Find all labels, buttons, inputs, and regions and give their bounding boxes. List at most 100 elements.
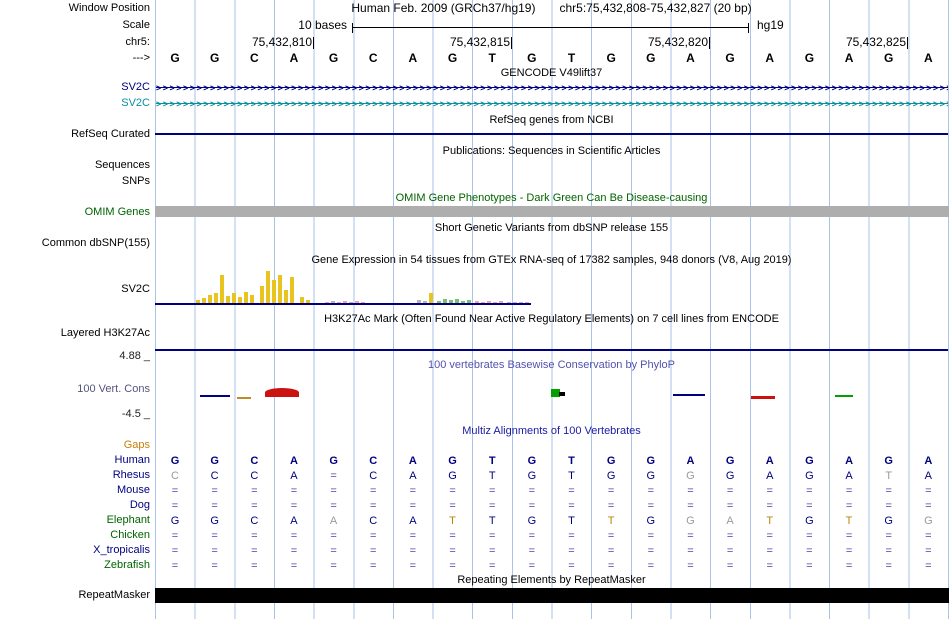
track-label-sequences[interactable]: Sequences: [94, 159, 150, 171]
gtex-bar[interactable]: [214, 293, 218, 305]
gtex-bar[interactable]: [443, 299, 447, 305]
align-cell-rhesus: G: [527, 470, 537, 482]
gtex-bar[interactable]: [208, 295, 212, 305]
reference-base: A: [686, 51, 695, 65]
phylop-mark[interactable]: [673, 394, 705, 396]
genome-assembly-tag: hg19: [757, 18, 784, 32]
align-row-label-mouse[interactable]: Mouse: [116, 484, 150, 496]
refseq-gene-bar[interactable]: [155, 133, 948, 135]
gtex-bar[interactable]: [429, 293, 433, 305]
align-cell-rhesus: C: [369, 470, 378, 482]
track-label-sv2c-2[interactable]: SV2C: [121, 97, 150, 109]
gtex-bar[interactable]: [306, 300, 310, 305]
phylop-mark[interactable]: [551, 389, 560, 397]
align-row-label-elephant[interactable]: Elephant: [106, 514, 150, 526]
gtex-bar[interactable]: [266, 271, 270, 305]
gtex-bar[interactable]: [226, 296, 230, 305]
gtex-baseline: [155, 303, 531, 305]
align-cell-human: G: [725, 455, 735, 467]
gtex-bar[interactable]: [455, 299, 459, 305]
align-cell-dog: =: [449, 500, 456, 512]
gtex-bar[interactable]: [232, 293, 236, 305]
align-cell-mouse: =: [330, 485, 337, 497]
gtex-bar[interactable]: [202, 298, 206, 305]
align-cell-elephant: G: [805, 515, 814, 527]
align-cell-chicken: =: [687, 530, 694, 542]
align-cell-rhesus: C: [250, 470, 259, 482]
align-row-label-rhesus[interactable]: Rhesus: [112, 469, 150, 481]
align-cell-mouse: =: [806, 485, 813, 497]
align-cell-mouse: =: [449, 485, 456, 497]
track-label-repeatmasker[interactable]: RepeatMasker: [78, 589, 150, 601]
align-row-label-zebrafish[interactable]: Zebrafish: [104, 559, 150, 571]
track-label-gtex-sv2c[interactable]: SV2C: [121, 283, 150, 295]
align-cell-human: G: [170, 455, 180, 467]
align-cell-dog: =: [607, 500, 615, 512]
align-cell-zebrafish: =: [568, 560, 575, 572]
align-row-label-xtropicalis[interactable]: X_tropicalis: [93, 544, 150, 556]
gtex-bar[interactable]: [290, 277, 294, 305]
align-cell-x_tropicalis: =: [607, 545, 615, 557]
gtex-bar[interactable]: [300, 297, 304, 305]
align-cell-dog: =: [330, 500, 337, 512]
align-cell-rhesus: T: [568, 470, 575, 482]
phylop-mark[interactable]: [751, 396, 775, 399]
phylop-mark[interactable]: [835, 395, 853, 397]
phylop-mark[interactable]: [237, 397, 251, 399]
align-cell-human: G: [646, 455, 656, 467]
align-cell-zebrafish: =: [488, 560, 496, 572]
track-label-phylop[interactable]: 100 Vert. Cons: [77, 383, 150, 395]
sv2c-transcript-2[interactable]: >>>>>>>>>>>>>>>>>>>>>>>>>>>>>>>>>>>>>>>>…: [156, 98, 948, 110]
gtex-bar[interactable]: [467, 300, 471, 305]
align-cell-x_tropicalis: =: [171, 545, 179, 557]
track-label-refseq[interactable]: RefSeq Curated: [71, 128, 150, 140]
scale-ruler: [352, 23, 749, 33]
reference-base: A: [924, 51, 933, 65]
gtex-bar[interactable]: [238, 297, 242, 305]
gtex-bar[interactable]: [220, 275, 224, 305]
gtex-bar[interactable]: [250, 295, 254, 305]
align-cell-elephant: T: [845, 515, 853, 527]
repeatmasker-element-bar[interactable]: [155, 588, 949, 603]
gtex-bar[interactable]: [449, 300, 453, 305]
align-cell-chicken: =: [370, 530, 377, 542]
gencode-track-title: GENCODE V49lift37: [500, 67, 603, 79]
omim-genes-bar[interactable]: [155, 206, 949, 217]
align-cell-human: G: [527, 455, 537, 467]
align-row-label-chicken[interactable]: Chicken: [110, 529, 150, 541]
phylop-mark[interactable]: [265, 388, 299, 397]
h3k27ac-baseline[interactable]: [155, 349, 948, 351]
align-cell-zebrafish: =: [528, 560, 536, 572]
phylop-mark[interactable]: [559, 392, 565, 396]
align-cell-elephant: G: [210, 515, 219, 527]
align-cell-human: A: [686, 455, 695, 467]
align-cell-mouse: =: [925, 485, 932, 497]
align-cell-x_tropicalis: =: [845, 545, 853, 557]
track-label-sv2c-1[interactable]: SV2C: [121, 81, 150, 93]
gtex-bar[interactable]: [260, 286, 264, 305]
align-cell-rhesus: A: [409, 470, 417, 482]
gtex-bar[interactable]: [244, 292, 248, 305]
track-label-dbsnp[interactable]: Common dbSNP(155): [41, 237, 150, 249]
gtex-bar[interactable]: [272, 280, 276, 305]
align-row-label-dog[interactable]: Dog: [129, 499, 150, 511]
gtex-bar[interactable]: [417, 300, 421, 305]
track-label-snps[interactable]: SNPs: [121, 175, 150, 187]
track-label-h3k27ac[interactable]: Layered H3K27Ac: [60, 327, 150, 339]
reference-base: A: [765, 51, 775, 65]
sv2c-transcript-1[interactable]: >>>>>>>>>>>>>>>>>>>>>>>>>>>>>>>>>>>>>>>>…: [156, 82, 948, 94]
align-cell-dog: =: [528, 500, 536, 512]
align-row-label-human[interactable]: Human: [114, 454, 150, 466]
align-cell-human: G: [884, 455, 893, 467]
gtex-bar[interactable]: [196, 300, 200, 305]
scale-value: 10 bases: [298, 18, 347, 32]
reference-base: C: [249, 51, 259, 65]
align-cell-human: C: [250, 455, 259, 467]
track-label-omim[interactable]: OMIM Genes: [84, 206, 150, 218]
gtex-bar[interactable]: [284, 290, 288, 305]
align-cell-x_tropicalis: =: [766, 545, 773, 557]
phylop-mark[interactable]: [200, 395, 230, 397]
align-row-label-gaps[interactable]: Gaps: [123, 439, 150, 451]
gtex-bar[interactable]: [278, 275, 282, 305]
align-cell-rhesus: T: [885, 470, 893, 482]
